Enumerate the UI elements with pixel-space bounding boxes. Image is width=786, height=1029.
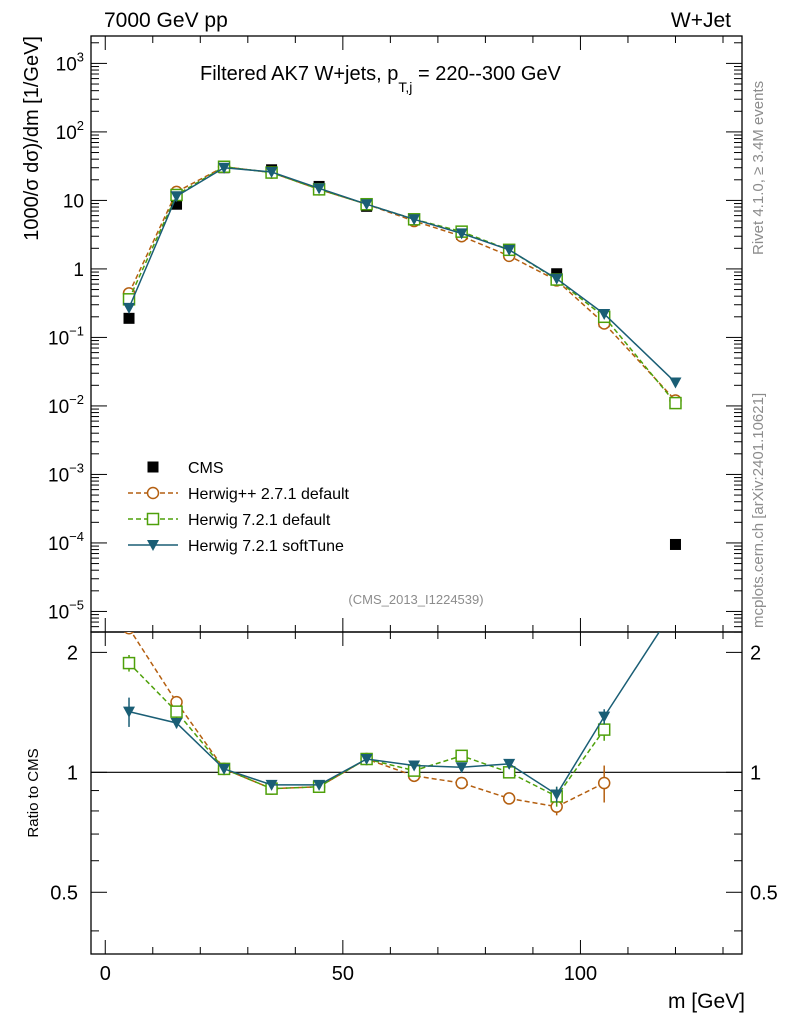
data-point-herwig-7-2-1-softtune xyxy=(123,302,136,314)
x-axis-label: m [GeV] xyxy=(668,990,745,1013)
y-tick-label: 102 xyxy=(56,118,84,144)
series-line-herwig-2-7-1-default xyxy=(128,165,677,402)
mcplots-label: mcplots.cern.ch [arXiv:2401.10621] xyxy=(750,393,767,628)
data-point-herwig-7-2-1-softtune xyxy=(455,228,468,240)
ratio-tick-label: 1 xyxy=(67,762,78,784)
y-tick-label: 10−4 xyxy=(48,529,84,555)
ratio-axis-label: Ratio to CMS xyxy=(25,748,42,837)
data-point-herwig-7-2-1-softtune xyxy=(170,191,183,203)
ratio-marker-herwig-7-2-1-softtune xyxy=(669,602,681,613)
ratio-marker-herwig-7-2-1-softtune xyxy=(360,754,373,766)
legend-marker-cms xyxy=(147,461,159,473)
x-tick-label: 50 xyxy=(332,963,354,985)
y-tick-label: 10 xyxy=(63,191,84,212)
x-tick-label: 0 xyxy=(100,963,111,985)
y-tick-label: 103 xyxy=(56,49,84,75)
data-point-herwig-7-2-1-softtune xyxy=(669,377,682,389)
plot-title-main: Filtered AK7 W+jets, p xyxy=(200,63,398,85)
rivet-version-label: Rivet 4.1.0, ≥ 3.4M events xyxy=(750,81,767,255)
ratio-marker-herwig-7-2-1-softtune xyxy=(123,706,136,718)
ratio-marker-herwig-2-7-1-default xyxy=(597,776,611,790)
plot-title: Filtered AK7 W+jets, pT,j = 220--300 GeV xyxy=(200,63,562,95)
data-point-herwig-7-2-1-softtune xyxy=(408,214,421,226)
process-label: W+Jet xyxy=(671,9,731,32)
ratio-tick-label-right: 0.5 xyxy=(750,882,778,904)
ratio-line-herwig-7-2-1-softtune xyxy=(128,632,661,796)
ratio-marker-herwig-7-2-1-softtune xyxy=(170,717,183,729)
data-point-herwig-7-2-1-softtune xyxy=(313,183,326,195)
ratio-tick-label: 0.5 xyxy=(50,882,78,904)
ratio-marker-herwig-7-2-1-softtune xyxy=(265,779,278,791)
ratio-marker-herwig-2-7-1-default xyxy=(455,776,468,790)
y-tick-label: 10−1 xyxy=(48,323,84,349)
legend-marker-herwig-7-2-1-softtune xyxy=(147,540,159,551)
data-point-cms xyxy=(171,198,183,210)
series-line-herwig-7-2-1-default xyxy=(128,165,677,404)
legend-label-herwig-7-2-1-softtune: Herwig 7.2.1 softTune xyxy=(188,538,344,555)
ratio-marker-herwig-7-2-1-softtune xyxy=(503,758,516,770)
plot-title-tail: = 220--300 GeV xyxy=(412,63,561,85)
data-point-herwig-7-2-1-default xyxy=(669,396,682,410)
ratio-marker-herwig-7-2-1-default xyxy=(170,705,183,718)
y-tick-label: 10−5 xyxy=(48,597,84,623)
ratio-marker-herwig-7-2-1-softtune xyxy=(455,762,468,774)
legend-marker-herwig-2-7-1-default xyxy=(146,486,160,500)
data-point-herwig-7-2-1-softtune xyxy=(218,162,231,174)
analysis-id: (CMS_2013_I1224539) xyxy=(348,592,483,607)
y-axis-label: 1000/σ dσ)/dm [1/GeV] xyxy=(21,36,43,241)
ratio-marker-herwig-7-2-1-default xyxy=(455,749,468,763)
data-point-cms xyxy=(669,538,681,550)
x-tick-label: 100 xyxy=(564,963,597,985)
y-tick-label: 10−3 xyxy=(48,460,84,486)
data-point-cms xyxy=(123,312,135,324)
y-tick-label: 1 xyxy=(73,260,84,281)
ratio-marker-herwig-7-2-1-softtune xyxy=(598,711,611,723)
ratio-marker-herwig-2-7-1-default xyxy=(502,792,516,805)
ratio-marker-herwig-7-2-1-default xyxy=(597,723,611,736)
ratio-tick-label: 2 xyxy=(67,642,78,664)
legend-label-herwig-7-2-1-default: Herwig 7.2.1 default xyxy=(188,512,331,529)
data-point-herwig-7-2-1-softtune xyxy=(360,199,373,211)
legend-marker-herwig-7-2-1-default xyxy=(146,512,160,526)
legend-label-herwig-2-7-1-default: Herwig++ 2.7.1 default xyxy=(188,486,350,503)
ratio-marker-herwig-2-7-1-default xyxy=(124,632,134,635)
y-tick-label: 10−2 xyxy=(48,392,84,418)
ratio-marker-herwig-7-2-1-softtune xyxy=(408,760,421,772)
data-point-herwig-7-2-1-softtune xyxy=(598,308,611,320)
ratio-tick-label-right: 2 xyxy=(750,642,761,664)
ratio-marker-herwig-7-2-1-softtune xyxy=(550,789,563,801)
data-point-herwig-7-2-1-softtune xyxy=(265,166,278,178)
ratio-marker-herwig-7-2-1-softtune xyxy=(313,779,326,791)
data-point-herwig-7-2-1-softtune xyxy=(550,273,563,285)
ratio-marker-herwig-7-2-1-softtune xyxy=(218,763,231,775)
legend-label-cms: CMS xyxy=(188,460,224,477)
ratio-marker-herwig-7-2-1-default xyxy=(122,656,136,670)
data-point-herwig-7-2-1-softtune xyxy=(503,244,516,256)
series-line-herwig-7-2-1-softtune xyxy=(128,166,676,384)
ratio-tick-label-right: 1 xyxy=(750,762,761,784)
energy-label: 7000 GeV pp xyxy=(104,9,228,32)
ratio-line-herwig-7-2-1-default xyxy=(128,662,605,798)
plot-title-subscript: T,j xyxy=(398,79,412,95)
ratio-panel-frame xyxy=(90,631,743,955)
